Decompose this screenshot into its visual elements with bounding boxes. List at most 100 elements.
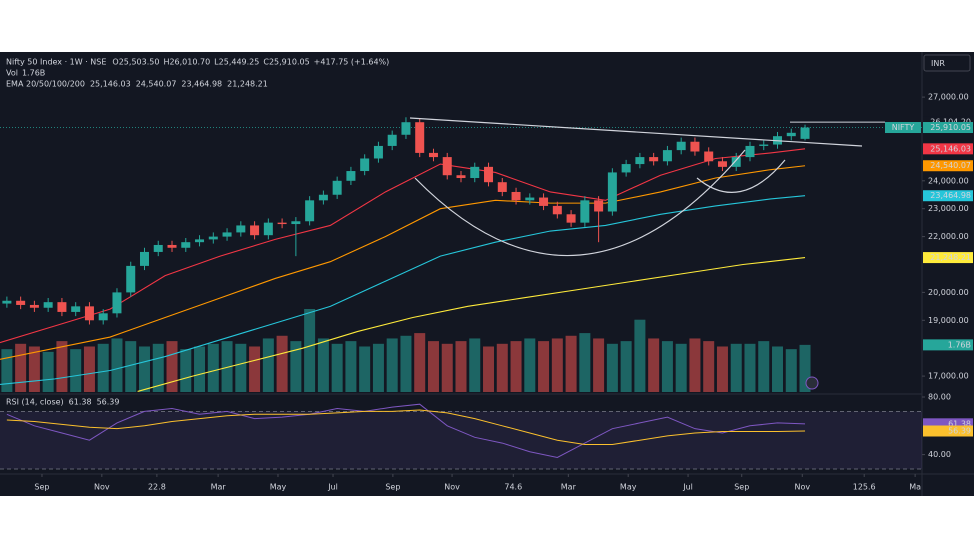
legend-text: 26,010.70	[169, 58, 210, 67]
volume-bar	[125, 341, 137, 392]
rsi-band	[0, 411, 922, 469]
volume-bar	[427, 341, 439, 392]
candle-body	[401, 122, 411, 135]
volume-bar	[111, 338, 123, 392]
candle-body	[2, 300, 12, 304]
candle-body	[71, 306, 81, 312]
volume-bar	[538, 341, 550, 392]
volume-bar	[744, 343, 756, 392]
ema-line	[0, 195, 806, 386]
ema-line	[137, 257, 806, 392]
x-tick-label: May	[270, 483, 287, 492]
volume-bar	[262, 338, 274, 392]
legend-text: Vol	[6, 69, 18, 78]
candle-body	[222, 232, 232, 237]
volume-bar	[593, 338, 605, 392]
x-tick-label: Jul	[682, 483, 693, 492]
volume-bar	[524, 338, 536, 392]
volume-bar	[138, 346, 150, 392]
currency-box[interactable]	[923, 54, 971, 72]
volume-bar	[15, 343, 27, 392]
volume-bar	[166, 341, 178, 392]
candle-body	[98, 313, 108, 321]
volume-bar	[772, 346, 784, 392]
legend-text: O	[112, 58, 118, 67]
volume-bar	[235, 343, 247, 392]
candle-body	[607, 172, 617, 212]
ema-line	[0, 148, 806, 344]
alert-icon[interactable]	[805, 376, 819, 390]
x-tick-label: Mar	[561, 483, 577, 492]
volume-bar	[606, 343, 618, 392]
plot-area	[0, 117, 922, 470]
price-badge: 25,910.05	[930, 123, 971, 132]
volume-bar	[194, 346, 206, 392]
drawings	[409, 117, 863, 257]
ema-badge: 24,540.07	[930, 161, 971, 170]
ema-badge-bg	[923, 252, 973, 264]
volume-bar	[152, 343, 164, 392]
x-tick-label: Nov	[444, 483, 460, 492]
y-tick-label: 19,000.00	[928, 316, 969, 325]
candle-body	[263, 222, 273, 236]
x-tick-label: Sep	[34, 483, 49, 492]
y-tick-label: 27,000.00	[928, 93, 969, 102]
legend-text: Nifty 50 Index · 1W · NSE	[6, 58, 106, 67]
ema-badge-bg	[923, 160, 973, 172]
candle-body	[373, 145, 383, 159]
x-tick-label: Nov	[94, 483, 110, 492]
legend-text: 25,449.25	[219, 58, 260, 67]
volume-bar	[249, 346, 261, 392]
rsi-badge-bg	[923, 425, 973, 437]
volume-bar	[634, 319, 646, 392]
legend-text: 25,503.50	[119, 58, 160, 67]
candle-body	[291, 221, 301, 225]
candle-body	[580, 200, 590, 223]
candle-body	[635, 157, 645, 165]
volume-bar	[70, 349, 82, 392]
candle-body	[759, 144, 769, 146]
volume-badge: 1.76B	[948, 340, 971, 349]
volume-bar	[469, 338, 481, 392]
volume-bar	[455, 341, 467, 392]
x-tick-label: Nov	[794, 483, 810, 492]
symbol-badge-bg	[885, 122, 921, 134]
candle-body	[428, 152, 438, 158]
ema-badge: 25,146.03	[930, 144, 971, 153]
y-tick-label: 23,000.00	[928, 204, 969, 213]
symbol-badge: NIFTY	[892, 123, 915, 132]
y-tick-label: 22,000.00	[928, 232, 969, 241]
volume-bar	[689, 338, 701, 392]
volume-bar	[648, 338, 660, 392]
volume-bar	[180, 349, 192, 392]
candle-body	[181, 242, 191, 248]
legend-text: 25,146.03	[90, 80, 131, 89]
volume-badge-bg	[923, 339, 973, 351]
y-tick-label: 20,000.00	[928, 288, 969, 297]
candle-body	[731, 157, 741, 167]
x-tick-label: 74.6	[504, 483, 522, 492]
candle-body	[511, 191, 521, 201]
volume-bar	[276, 335, 288, 392]
candle-body	[690, 141, 700, 152]
x-tick-label: Sep	[385, 483, 400, 492]
volume-bar	[758, 341, 770, 392]
volume-bar	[345, 341, 357, 392]
volume-bar	[510, 341, 522, 392]
candle-body	[745, 145, 755, 158]
handle-curve	[696, 159, 786, 193]
price-badge-bg	[923, 122, 973, 134]
volume-bar	[359, 346, 371, 392]
candle-body	[126, 265, 136, 293]
volume-bar	[1, 349, 13, 392]
x-tick-label: May	[620, 483, 637, 492]
candle-body	[57, 302, 67, 312]
x-tick-label: Jul	[327, 483, 338, 492]
volume-bar	[730, 343, 742, 392]
volume-bar	[290, 341, 302, 392]
volume-bar	[414, 333, 426, 392]
candle-body	[566, 214, 576, 223]
candle-body	[360, 158, 370, 172]
rsi-legend: RSI (14, close)	[6, 398, 64, 407]
